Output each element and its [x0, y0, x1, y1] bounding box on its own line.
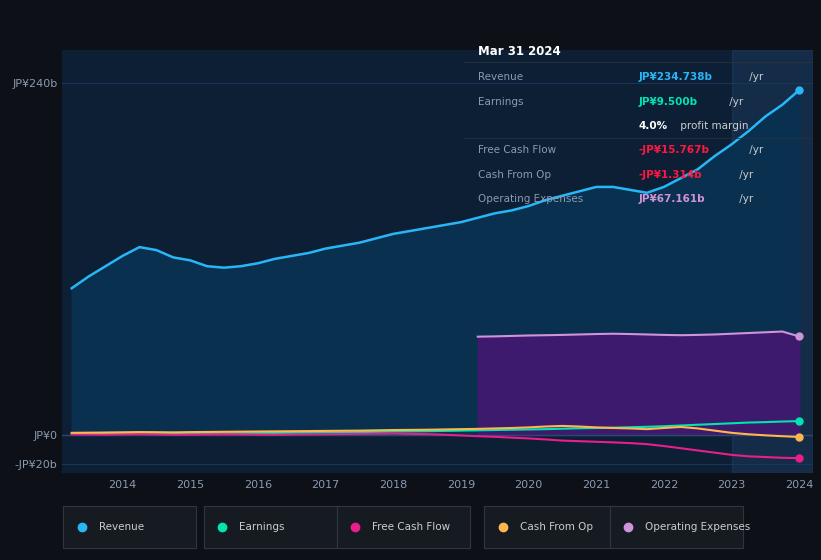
Text: Cash From Op: Cash From Op — [520, 522, 593, 531]
Text: JP¥9.500b: JP¥9.500b — [639, 97, 698, 106]
Text: Revenue: Revenue — [99, 522, 144, 531]
Text: Operating Expenses: Operating Expenses — [645, 522, 750, 531]
Text: Free Cash Flow: Free Cash Flow — [372, 522, 450, 531]
Text: profit margin: profit margin — [677, 121, 749, 131]
Bar — [610, 506, 743, 548]
Bar — [63, 506, 196, 548]
Text: /yr: /yr — [727, 97, 744, 106]
Text: /yr: /yr — [736, 170, 754, 180]
Bar — [204, 506, 337, 548]
Text: /yr: /yr — [736, 194, 754, 204]
Text: Earnings: Earnings — [239, 522, 285, 531]
Text: /yr: /yr — [745, 146, 763, 155]
Text: -JP¥15.767b: -JP¥15.767b — [639, 146, 709, 155]
Text: /yr: /yr — [745, 72, 763, 82]
Text: Earnings: Earnings — [478, 97, 523, 106]
Text: -JP¥1.314b: -JP¥1.314b — [639, 170, 702, 180]
Bar — [732, 50, 813, 473]
Text: Operating Expenses: Operating Expenses — [478, 194, 583, 204]
Text: JP¥234.738b: JP¥234.738b — [639, 72, 713, 82]
Text: 4.0%: 4.0% — [639, 121, 667, 131]
Text: Mar 31 2024: Mar 31 2024 — [478, 45, 561, 58]
Text: JP¥67.161b: JP¥67.161b — [639, 194, 705, 204]
Bar — [484, 506, 617, 548]
Text: Revenue: Revenue — [478, 72, 523, 82]
Text: Cash From Op: Cash From Op — [478, 170, 551, 180]
Text: Free Cash Flow: Free Cash Flow — [478, 146, 556, 155]
Bar — [337, 506, 470, 548]
